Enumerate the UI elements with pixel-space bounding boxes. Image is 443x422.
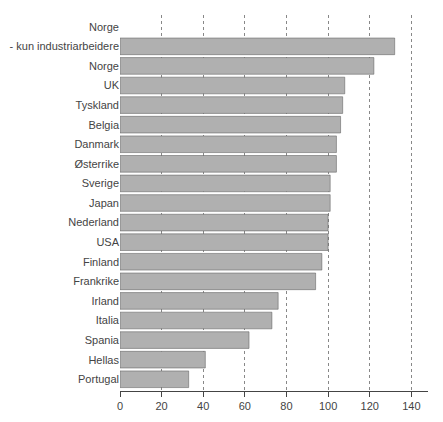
svg-text:60: 60 [239,400,251,412]
svg-text:Norge: Norge [89,60,119,72]
svg-text:Nederland: Nederland [68,216,119,228]
svg-text:Japan: Japan [89,197,119,209]
svg-text:Norge: Norge [89,21,119,33]
svg-text:100: 100 [319,400,337,412]
svg-text:Irland: Irland [91,295,119,307]
svg-text:Spania: Spania [85,334,120,346]
svg-text:Sverige: Sverige [82,177,119,189]
svg-text:Østerrike: Østerrike [74,158,119,170]
svg-text:20: 20 [155,400,167,412]
svg-text:- kun industriarbeidere: - kun industriarbeidere [10,40,119,52]
svg-text:Finland: Finland [83,256,119,268]
svg-text:Hellas: Hellas [88,354,119,366]
svg-text:Belgia: Belgia [88,119,119,131]
svg-text:USA: USA [96,236,119,248]
svg-text:Portugal: Portugal [78,373,119,385]
svg-text:Italia: Italia [96,314,120,326]
svg-text:Tyskland: Tyskland [76,99,119,111]
svg-text:40: 40 [197,400,209,412]
svg-text:80: 80 [280,400,292,412]
svg-text:Danmark: Danmark [74,138,119,150]
svg-text:120: 120 [361,400,379,412]
svg-text:140: 140 [402,400,420,412]
svg-text:0: 0 [117,400,123,412]
svg-text:Frankrike: Frankrike [73,275,119,287]
svg-text:UK: UK [104,79,120,91]
